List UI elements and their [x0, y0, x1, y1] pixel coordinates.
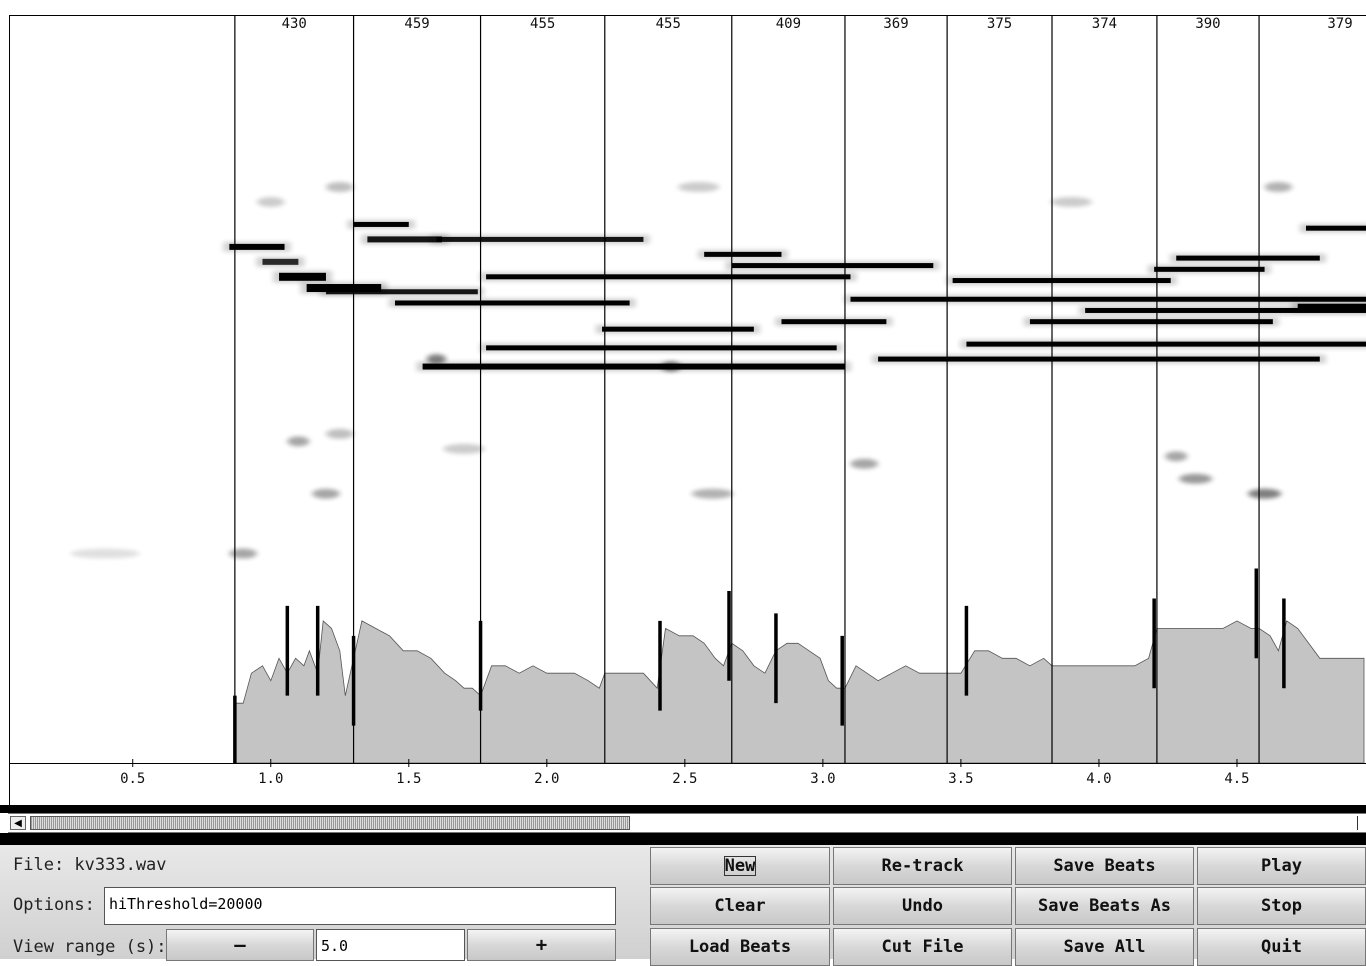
axis-tick-label: 2.0: [534, 771, 559, 787]
spectrogram-note: [966, 342, 1366, 347]
spectrogram-smudge: [326, 429, 354, 439]
file-label: File: kv333.wav: [13, 855, 167, 875]
spectrogram-note: [1030, 319, 1273, 324]
spectrogram-smudge: [312, 489, 340, 499]
options-input[interactable]: hiThreshold=20000: [104, 887, 616, 925]
scrollbar-end: [1357, 816, 1366, 830]
spectrogram-note: [850, 297, 1366, 302]
spectrogram-note: [1306, 226, 1366, 231]
spectrogram-note: [704, 252, 781, 257]
spectrogram-smudge: [257, 197, 285, 207]
options-label: Options:: [13, 895, 95, 915]
spectrogram-note: [395, 300, 630, 305]
stop-button[interactable]: Stop: [1197, 887, 1366, 925]
spectrogram-smudge: [287, 436, 309, 446]
spectrogram-smudge: [443, 444, 484, 454]
decrease-range-button[interactable]: –: [166, 929, 314, 961]
increase-range-button[interactable]: +: [467, 929, 616, 961]
inter-beat-interval-label: 459: [404, 16, 429, 32]
axis-tick-label: 4.5: [1224, 771, 1249, 787]
inter-beat-interval-label: 390: [1195, 16, 1220, 32]
quit-button[interactable]: Quit: [1197, 928, 1366, 966]
inter-beat-interval-label: 455: [530, 16, 555, 32]
scroll-left-arrow-icon[interactable]: ◀: [10, 816, 26, 830]
load-beats-button[interactable]: Load Beats: [650, 928, 830, 966]
spectrogram-smudge: [1165, 451, 1187, 461]
save-all-button[interactable]: Save All: [1015, 928, 1194, 966]
spectrogram-note: [423, 364, 845, 370]
inter-beat-interval-label: 409: [776, 16, 801, 32]
spectrogram-note: [367, 236, 442, 242]
spectrogram-note: [326, 289, 478, 294]
spectrogram-note: [1085, 308, 1366, 313]
spectrogram-smudge: [326, 182, 354, 192]
axis-tick-label: 1.5: [396, 771, 421, 787]
save-beats-as-button[interactable]: Save Beats As: [1015, 887, 1194, 925]
view-range-input[interactable]: 5.0: [316, 929, 465, 961]
spectrogram-smudge: [1179, 474, 1212, 484]
axis-tick-label: 3.0: [810, 771, 835, 787]
spectrogram-note: [781, 319, 886, 324]
axis-tick-label: 1.0: [258, 771, 283, 787]
spectrogram-note: [262, 259, 298, 265]
spectrogram-smudge: [229, 549, 257, 559]
clear-button[interactable]: Clear: [650, 887, 830, 925]
spectrogram-smudge: [1248, 489, 1281, 499]
spectrogram-note: [602, 327, 754, 332]
spectrogram-note: [1154, 267, 1264, 272]
axis-tick-label: 4.0: [1086, 771, 1111, 787]
spectrogram-smudge: [1051, 197, 1092, 207]
retrack-button[interactable]: Re-track: [833, 847, 1012, 885]
spectrogram-smudge: [850, 459, 878, 469]
spectrogram-smudge: [678, 182, 719, 192]
scrollbar-thumb[interactable]: [30, 816, 630, 830]
spectrogram-note: [486, 345, 837, 350]
cut-file-button[interactable]: Cut File: [833, 928, 1012, 966]
axis-tick-label: 3.5: [948, 771, 973, 787]
spectrogram-note: [732, 263, 934, 268]
inter-beat-interval-label: 374: [1092, 16, 1117, 32]
spectrogram-note: [436, 237, 643, 242]
spectrogram-note: [953, 278, 1171, 283]
control-panel: File: kv333.wav Options: hiThreshold=200…: [0, 845, 1366, 959]
view-range-label: View range (s):: [13, 937, 167, 957]
new-button-label: New: [724, 856, 757, 876]
spectrogram-note: [279, 273, 326, 281]
spectrogram-note: [486, 274, 850, 279]
spectrogram-smudge: [71, 549, 140, 559]
axis-tick-label: 0.5: [120, 771, 145, 787]
spectrogram-smudge: [1265, 182, 1293, 192]
save-beats-button[interactable]: Save Beats: [1015, 847, 1194, 885]
inter-beat-interval-label: 455: [656, 16, 681, 32]
inter-beat-interval-label: 375: [987, 16, 1012, 32]
beat-visualization[interactable]: 430 459 455 455 409 369 375 374 390 379 0.5 1.0 1.5…: [0, 0, 1366, 805]
divider-bar: [0, 805, 1366, 813]
horizontal-scrollbar[interactable]: ◀: [8, 813, 1366, 833]
spectrogram-smudge: [692, 489, 733, 499]
spectrogram-note: [1176, 256, 1320, 261]
inter-beat-interval-label: 430: [282, 16, 307, 32]
play-button[interactable]: Play: [1197, 847, 1366, 885]
new-button[interactable]: New: [650, 847, 830, 885]
inter-beat-interval-label: 379: [1327, 16, 1352, 32]
inter-beat-interval-label: 369: [883, 16, 908, 32]
divider-band: [0, 833, 1366, 845]
spectrogram-note: [229, 244, 284, 250]
spectrogram-note: [878, 357, 1320, 362]
axis-tick-label: 2.5: [672, 771, 697, 787]
spectrogram-note: [354, 222, 409, 227]
undo-button[interactable]: Undo: [833, 887, 1012, 925]
